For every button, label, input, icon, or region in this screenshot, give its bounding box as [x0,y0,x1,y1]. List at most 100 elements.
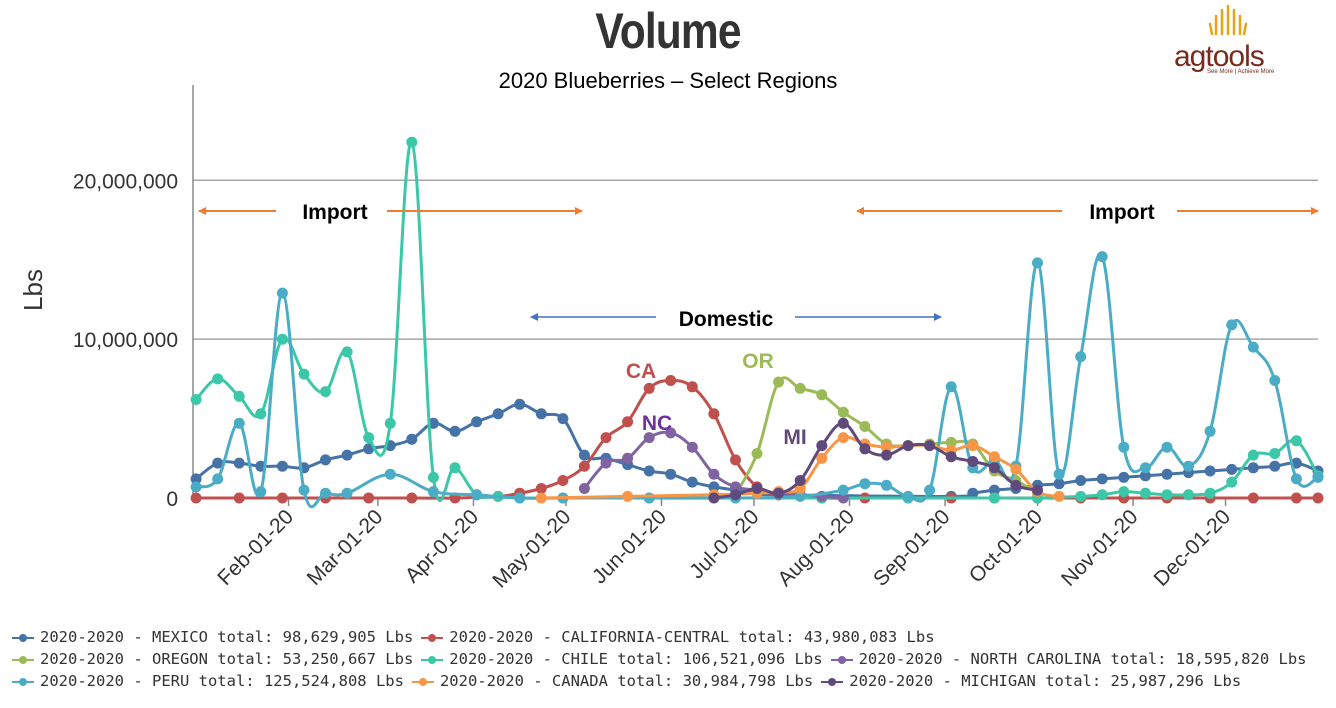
data-point [1183,489,1194,501]
data-point [1118,441,1130,453]
data-point [730,454,741,466]
data-point [945,381,957,393]
data-point [1118,486,1130,498]
import-left-label: Import [302,201,367,224]
data-point [190,473,202,485]
data-point [751,448,763,459]
data-point [967,440,979,452]
data-point [255,486,267,498]
legend-item[interactable]: 2020-2020 - CALIFORNIA-CENTRAL total: 43… [421,628,935,646]
legend-swatch [12,655,34,665]
data-point [384,417,396,429]
data-point [212,457,224,469]
domestic-annotation: Domestic [530,308,942,331]
data-point [341,487,353,499]
series-layer [190,136,1324,509]
legend-item[interactable]: 2020-2020 - CHILE total: 106,521,096 Lbs [421,650,823,668]
data-point [1204,465,1216,477]
data-point [363,492,375,504]
data-point [686,441,698,453]
data-point [320,386,331,398]
x-tick-label: Nov-01-20 [1057,505,1143,591]
data-point [686,476,698,488]
data-point [1075,351,1087,363]
legend: 2020-2020 - MEXICO total: 98,629,905 Lbs… [12,628,1332,694]
legend-label: 2020-2020 - CHILE total: 106,521,096 Lbs [449,650,823,668]
data-point [535,408,547,420]
axes [192,85,1318,499]
data-point [1247,462,1259,474]
data-point [881,441,892,453]
data-point [1269,460,1281,472]
y-tick-label: 20,000,000 [73,170,178,193]
data-point [1010,479,1022,491]
x-tick-label: Jun-01-20 [588,505,671,588]
data-point [535,492,547,504]
legend-label: 2020-2020 - MEXICO total: 98,629,905 Lbs [40,628,414,646]
data-point [751,483,763,494]
data-point [320,454,331,466]
data-point [492,408,504,420]
data-point [1010,463,1022,475]
legend-item[interactable]: 2020-2020 - CANADA total: 30,984,798 Lbs [411,672,813,690]
data-point [1096,251,1108,263]
legend-label: 2020-2020 - CALIFORNIA-CENTRAL total: 43… [449,628,935,646]
or-label: OR [742,350,774,373]
data-point [341,346,353,358]
data-point [859,443,871,455]
data-point [320,487,331,499]
series-line [713,421,1038,500]
data-point [1032,484,1043,496]
data-point [1247,341,1259,353]
data-point [1053,478,1065,490]
data-point [794,483,806,494]
data-point [514,492,526,504]
data-point [1290,492,1302,504]
data-point [363,432,375,444]
data-point [945,436,957,448]
data-point [212,473,224,485]
data-point [190,492,202,504]
data-point [471,416,483,428]
data-point [622,452,634,464]
y-axis-ticks: 0 10,000,000 20,000,000 [73,170,178,511]
data-point [1312,471,1324,483]
data-point [557,413,569,425]
data-point [600,432,612,444]
legend-item[interactable]: 2020-2020 - NORTH CAROLINA total: 18,595… [830,650,1307,668]
data-point [276,492,288,504]
legend-item[interactable]: 2020-2020 - PERU total: 125,524,808 Lbs [12,672,404,690]
data-point [233,390,245,402]
data-point [988,451,1000,463]
data-point [1247,492,1259,504]
legend-swatch [12,677,34,687]
data-point [708,408,720,420]
data-point [1290,435,1302,447]
data-point [535,483,547,494]
data-point [298,368,310,380]
data-point [816,389,828,401]
legend-item[interactable]: 2020-2020 - OREGON total: 53,250,667 Lbs [12,650,413,668]
x-tick-label: Aug-01-20 [773,505,859,591]
data-point [622,416,634,428]
data-point [514,398,526,410]
data-point [1161,489,1173,501]
data-point [708,492,720,504]
logo-sun-icon [1208,4,1248,36]
legend-item[interactable]: 2020-2020 - MICHIGAN total: 25,987,296 L… [821,672,1241,690]
data-point [1075,475,1087,486]
data-point [967,487,979,499]
data-point [1139,470,1151,482]
data-point [730,481,741,493]
data-point [276,333,288,345]
legend-label: 2020-2020 - OREGON total: 53,250,667 Lbs [40,650,414,668]
data-point [233,417,245,429]
data-point [924,440,936,452]
data-point [363,443,375,455]
legend-item[interactable]: 2020-2020 - MEXICO total: 98,629,905 Lbs [12,628,413,646]
data-point [643,465,655,477]
data-point [708,468,720,480]
x-tick-label: Jul-01-20 [685,505,763,583]
y-tick-label: 0 [166,488,178,511]
